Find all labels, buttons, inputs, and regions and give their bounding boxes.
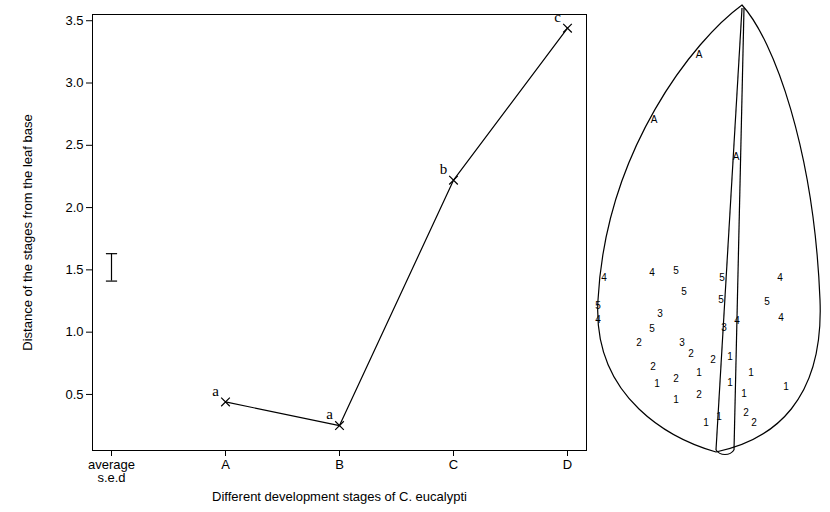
svg-text:C: C bbox=[449, 457, 458, 472]
svg-text:0.5: 0.5 bbox=[65, 387, 83, 402]
svg-text:1: 1 bbox=[748, 367, 754, 378]
svg-text:1: 1 bbox=[654, 378, 660, 389]
svg-text:5: 5 bbox=[718, 294, 724, 305]
svg-text:5: 5 bbox=[673, 265, 679, 276]
svg-text:averages.e.d: averages.e.d bbox=[88, 457, 135, 485]
svg-text:5: 5 bbox=[719, 272, 725, 283]
svg-text:1: 1 bbox=[716, 411, 722, 422]
svg-text:2.5: 2.5 bbox=[65, 137, 83, 152]
svg-text:5: 5 bbox=[681, 286, 687, 297]
svg-text:3.0: 3.0 bbox=[65, 75, 83, 90]
svg-text:5: 5 bbox=[649, 323, 655, 334]
svg-text:2: 2 bbox=[710, 354, 716, 365]
svg-text:a: a bbox=[326, 406, 333, 422]
svg-text:3: 3 bbox=[679, 337, 685, 348]
svg-text:b: b bbox=[440, 161, 448, 177]
svg-text:1: 1 bbox=[727, 377, 733, 388]
svg-text:2: 2 bbox=[650, 361, 656, 372]
svg-text:2.0: 2.0 bbox=[65, 200, 83, 215]
svg-text:2: 2 bbox=[743, 407, 749, 418]
svg-text:a: a bbox=[212, 383, 219, 399]
svg-text:4: 4 bbox=[777, 272, 783, 283]
svg-text:3: 3 bbox=[657, 308, 663, 319]
svg-text:3.5: 3.5 bbox=[65, 13, 83, 28]
svg-text:2: 2 bbox=[673, 373, 679, 384]
svg-text:Different development stages o: Different development stages of C. eucal… bbox=[212, 489, 467, 504]
svg-text:2: 2 bbox=[636, 337, 642, 348]
svg-text:1: 1 bbox=[696, 367, 702, 378]
svg-text:4: 4 bbox=[595, 314, 601, 325]
svg-text:4: 4 bbox=[778, 312, 784, 323]
svg-text:1: 1 bbox=[727, 351, 733, 362]
svg-text:1: 1 bbox=[703, 417, 709, 428]
svg-text:A: A bbox=[221, 457, 230, 472]
svg-text:5: 5 bbox=[595, 300, 601, 311]
svg-text:2: 2 bbox=[688, 348, 694, 359]
svg-text:c: c bbox=[554, 9, 561, 25]
svg-text:D: D bbox=[563, 457, 572, 472]
svg-text:1: 1 bbox=[741, 388, 747, 399]
svg-text:3: 3 bbox=[721, 322, 727, 333]
svg-text:4: 4 bbox=[601, 272, 607, 283]
svg-text:A: A bbox=[733, 151, 740, 162]
svg-text:1: 1 bbox=[673, 394, 679, 405]
svg-text:1.5: 1.5 bbox=[65, 262, 83, 277]
svg-text:4: 4 bbox=[649, 267, 655, 278]
svg-text:4: 4 bbox=[734, 315, 740, 326]
svg-text:2: 2 bbox=[696, 389, 702, 400]
svg-text:2: 2 bbox=[751, 417, 757, 428]
svg-text:B: B bbox=[335, 457, 344, 472]
svg-text:A: A bbox=[696, 49, 703, 60]
svg-text:5: 5 bbox=[764, 296, 770, 307]
svg-text:Distance of the stages from th: Distance of the stages from the leaf bas… bbox=[20, 114, 35, 350]
svg-text:A: A bbox=[651, 114, 658, 125]
svg-text:1: 1 bbox=[783, 381, 789, 392]
svg-text:1.0: 1.0 bbox=[65, 324, 83, 339]
